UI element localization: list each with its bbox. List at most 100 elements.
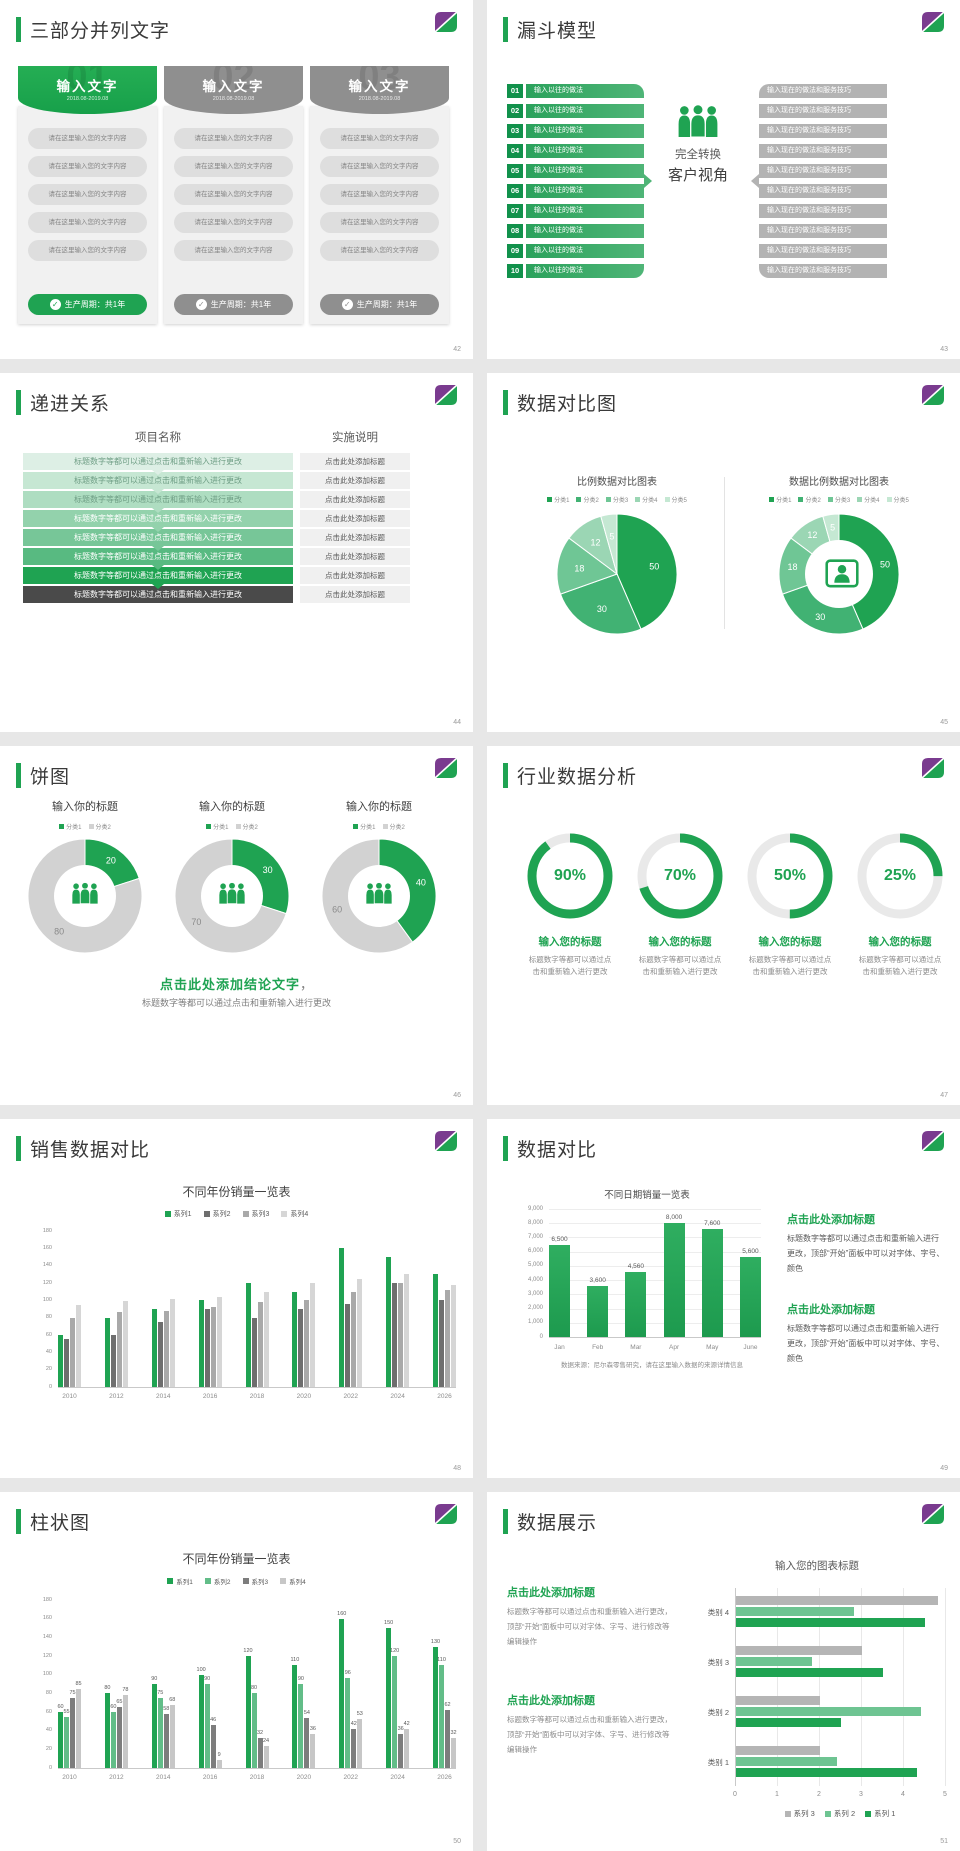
bar (245, 1283, 251, 1387)
bar-data-label: 130 (430, 1638, 441, 1645)
bar-data-label: 85 (75, 1680, 82, 1687)
legend-item: 分类5 (664, 495, 687, 504)
legend-label: 分类5 (671, 498, 687, 504)
gauge-percent: 50% (773, 867, 807, 884)
legend-label: 分类4 (642, 498, 658, 504)
funnel-step: 01 输入以往的做法 (507, 84, 644, 98)
slide-content: 输入你的标题 分类1 分类2 20 80 输入你的标题 分类1 分类2 30 70 输入你的标题 分类… (0, 746, 473, 1105)
brand-logo-icon (433, 1502, 459, 1526)
slide-47[interactable]: 行业数据分析 90% 输入您的标题 标题数字等都可以通过点击和重新输入进行更改 70%… (487, 746, 960, 1105)
bar (292, 1291, 298, 1387)
gridline (549, 1265, 761, 1267)
bar-data-label: 58 (163, 1705, 170, 1712)
y-tick-label: 3,000 (527, 1290, 543, 1297)
bar: 42 (351, 1721, 357, 1768)
slide-content: 90% 输入您的标题 标题数字等都可以通过点击和重新输入进行更改 70% 输入您的标题标… (487, 746, 960, 1105)
people-group-icon (219, 882, 245, 904)
page-title: 递进关系 (30, 394, 111, 415)
pie-slice (556, 537, 619, 595)
bar-group: 2020 (292, 1283, 316, 1400)
card-header: 03 输入文字 2018.08-2019.08 (310, 66, 449, 114)
x-tick-label: 2018 (249, 1393, 265, 1400)
bar-data-label: 24 (262, 1737, 270, 1744)
bar-group: 5,600 June (739, 1248, 761, 1351)
bar: 90 (298, 1676, 304, 1768)
chart-title: 输入你的标题 (199, 801, 265, 813)
text-pill: 请在这里输入您的文字内容 (28, 240, 147, 261)
page-number: 47 (940, 1092, 948, 1099)
bar-data-label: 46 (210, 1717, 217, 1724)
conclusion-text: 点击此处添加结论文字 (159, 977, 300, 992)
bar-data-label: 55 (63, 1708, 70, 1715)
bar: 42 (404, 1721, 410, 1768)
data-label: 30 (815, 612, 825, 622)
slide-45[interactable]: 数据对比图 比例数据对比图表 数据比例数据对比图表 分类1 分类2 分类3 分类4 分类5 分… (487, 373, 960, 732)
legend-label: 分类5 (893, 498, 909, 504)
cards-row: 01 输入文字 2018.08-2019.08 请在这里输入您的文字内容 请在这里输入您… (18, 66, 449, 324)
legend-label: 系列4 (290, 1211, 309, 1218)
card-watermark-number: 03 (358, 66, 401, 98)
legend-swatch (242, 1578, 249, 1584)
chart-legend: 分类1 分类2 分类3 分类4 分类5 (517, 495, 717, 504)
data-label: 60 (332, 905, 342, 915)
gauge-percent: 70% (663, 867, 697, 884)
hbar (736, 1607, 854, 1616)
pie-slice (616, 513, 678, 630)
notch-down-icon (152, 508, 164, 513)
y-category-label: 类别 3 (707, 1658, 729, 1667)
donut-people-icon (359, 882, 399, 909)
slide-header: 数据展示 (503, 1508, 597, 1535)
title-accent-bar (503, 1136, 508, 1161)
bar (263, 1291, 269, 1387)
gauge-title: 输入您的标题 (868, 936, 932, 948)
legend-label: 分类2 (389, 825, 405, 831)
title-accent-bar (16, 763, 21, 788)
legend-swatch (242, 1211, 249, 1217)
slide-42[interactable]: 三部分并列文字 01 输入文字 2018.08-2019.08 请在这里输入您的文字内… (0, 0, 473, 359)
bar-group: 2012 (104, 1301, 128, 1400)
bar-data-label: 80 (104, 1685, 111, 1692)
chart-divider (724, 477, 725, 629)
people-group-icon (72, 882, 98, 904)
data-label: 20 (106, 855, 116, 865)
slide-46[interactable]: 饼图 输入你的标题 分类1 分类2 20 80 输入你的标题 分类1 分类2 30 70 输入你的标… (0, 746, 473, 1105)
legend-swatch (865, 1810, 872, 1817)
check-icon: ✓ (341, 299, 353, 310)
hbar (736, 1618, 925, 1627)
y-tick-label: 100 (42, 1296, 52, 1303)
slide-content: 项目名称 实施说明 标题数字等都可以通过点击和重新输入进行更改 点击此处添加标题 标题数… (0, 373, 473, 732)
brand-logo-icon (920, 1129, 946, 1153)
card-title: 输入文字 (348, 79, 411, 94)
bar-data-label: 80 (250, 1685, 258, 1692)
slide-43[interactable]: 漏斗模型 01 输入以往的做法 02 输入以往的做法 03 输入以往的做法 04 输入以往的做… (487, 0, 960, 359)
slide-48[interactable]: 销售数据对比 不同年份销量一览表 系列1 系列2 系列3 系列4 0 20 40 60 80 100… (0, 1119, 473, 1478)
legend-item: 系列1 (164, 1209, 192, 1219)
legend-item: 分类1 (769, 495, 791, 504)
chart-title: 比例数据对比图表 (577, 477, 657, 488)
text-pill: 请在这里输入您的文字内容 (28, 184, 147, 205)
gridline (861, 1588, 862, 1786)
x-tick-label: 2012 (109, 1393, 124, 1400)
note-cell: 点击此处添加标题 (300, 510, 410, 527)
funnel-right-point (751, 174, 759, 188)
funnel-center: 完全转换 客户视角 (645, 104, 751, 185)
legend-label: 分类1 (66, 825, 82, 831)
slide-49[interactable]: 数据对比 不同日期销量一览表 9,000 8,000 7,000 6,000 5,000 4… (487, 1119, 960, 1478)
gridline (549, 1280, 761, 1282)
brand-logo-icon (921, 384, 945, 406)
note-cell: 点击此处添加标题 (300, 548, 410, 565)
bar-data-label: 62 (444, 1702, 451, 1709)
slide-44[interactable]: 递进关系 项目名称 实施说明 标题数字等都可以通过点击和重新输入进行更改 点击此处添加… (0, 373, 473, 732)
bar (70, 1317, 75, 1387)
y-tick-label: 4,000 (527, 1276, 543, 1283)
y-tick-label: 0 (48, 1383, 52, 1390)
center-caption-large: 客户视角 (667, 167, 728, 185)
brand-logo-icon (921, 11, 945, 33)
brand-logo-icon (920, 10, 946, 34)
y-tick-label: 120 (42, 1279, 52, 1286)
bar: 4,560 (625, 1263, 647, 1337)
legend-swatch (635, 497, 641, 502)
slide-50[interactable]: 柱状图 不同年份销量一览表 系列1 系列2 系列3 系列4 0 20 40 60 80 100 120… (0, 1492, 473, 1851)
slide-51[interactable]: 数据展示 点击此处添加标题 标题数字等都可以通过点击和重新输入进行更改，顶部“开始… (487, 1492, 960, 1851)
y-tick-label: 120 (42, 1652, 52, 1659)
